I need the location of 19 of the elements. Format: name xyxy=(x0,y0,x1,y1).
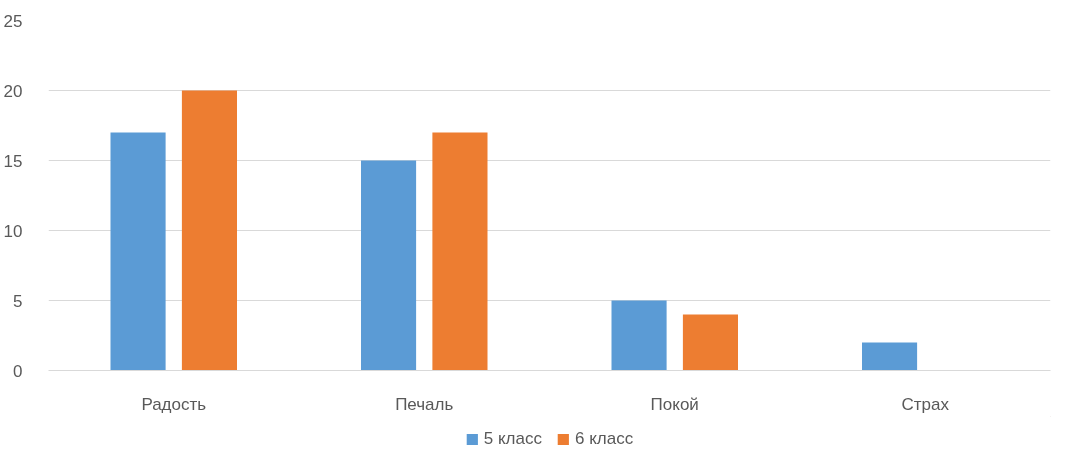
y-tick-label: 20 xyxy=(3,81,23,101)
bar xyxy=(110,132,166,371)
x-tick-label: Покой xyxy=(650,394,699,414)
x-tick-label: Страх xyxy=(901,394,950,414)
y-tick-label: 10 xyxy=(3,221,23,241)
legend-label: 6 класс xyxy=(575,429,634,449)
y-tick-label: 25 xyxy=(3,11,23,31)
bar xyxy=(611,300,667,371)
legend-label: 5 класс xyxy=(483,429,542,449)
bar xyxy=(361,160,417,371)
bar xyxy=(432,132,488,371)
bar xyxy=(682,314,738,371)
y-tick-label: 15 xyxy=(3,151,23,171)
bar xyxy=(862,342,918,371)
y-tick-label: 5 xyxy=(13,291,23,311)
bar xyxy=(181,90,237,371)
x-tick-label: Печаль xyxy=(395,394,454,414)
x-tick-label: Радость xyxy=(141,394,207,414)
y-tick-label: 0 xyxy=(13,361,23,381)
